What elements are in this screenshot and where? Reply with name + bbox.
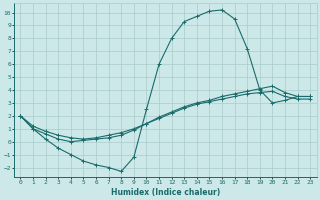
X-axis label: Humidex (Indice chaleur): Humidex (Indice chaleur) — [111, 188, 220, 197]
